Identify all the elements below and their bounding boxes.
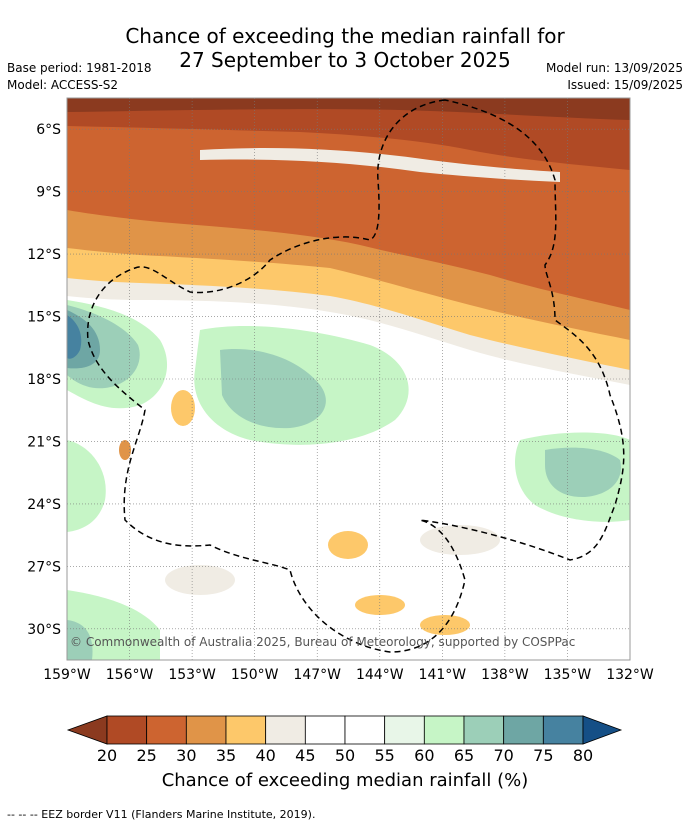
colorbar-swatch — [265, 715, 306, 745]
meta-left: Base period: 1981-2018 Model: ACCESS-S2 — [7, 60, 152, 94]
colorbar-swatch — [542, 715, 584, 745]
colorbar-tick-label: 30 — [176, 746, 197, 765]
lon-label: 147°W — [293, 667, 341, 683]
map-title-line2: 27 September to 3 October 2025 — [179, 48, 511, 72]
band-20-25 — [67, 98, 630, 170]
lon-label: 159°W — [43, 667, 91, 683]
colorbar-tick-label: 50 — [334, 746, 356, 765]
dry-spot-1 — [171, 390, 195, 426]
base-period-label: Base period: 1981-2018 — [7, 61, 152, 75]
colorbar-tick-label: 75 — [533, 746, 554, 765]
meta-right: Model run: 13/09/2025 Issued: 15/09/2025 — [546, 60, 683, 94]
colorbar-swatch — [185, 715, 227, 745]
colorbar-tick-label: 65 — [453, 746, 475, 765]
lon-label: 138°W — [481, 667, 529, 683]
colorbar — [66, 715, 623, 745]
lat-label: 27°S — [27, 559, 61, 575]
model-label: Model: ACCESS-S2 — [7, 78, 119, 92]
colorbar-swatch — [146, 715, 187, 745]
colorbar-swatch — [225, 715, 267, 745]
colorbar-high-arrow — [582, 715, 623, 745]
colorbar-tick-label: 70 — [493, 746, 514, 765]
lat-label: 18°S — [27, 372, 61, 388]
map-frame — [66, 97, 631, 661]
colorbar-tick-label: 80 — [572, 746, 594, 765]
lat-label: 21°S — [27, 434, 61, 450]
dry-spot-4 — [420, 615, 470, 635]
lon-label: 135°W — [544, 667, 592, 683]
colorbar-tick-label: 60 — [414, 746, 435, 765]
map-title-line1: Chance of exceeding the median rainfall … — [125, 24, 565, 48]
lat-label: 12°S — [27, 247, 61, 263]
lon-label: 153°W — [168, 667, 216, 683]
model-run-label: Model run: 13/09/2025 — [545, 61, 683, 75]
lon-label: 156°W — [106, 667, 154, 683]
band-below-20 — [67, 98, 630, 120]
colorbar-low-arrow — [66, 715, 108, 745]
lat-label: 6°S — [36, 122, 61, 138]
map-plot-area — [67, 98, 630, 660]
wet-region-south-core — [67, 620, 93, 660]
lat-label: 15°S — [27, 310, 61, 326]
colorbar-tick-label: 55 — [374, 746, 395, 765]
colorbar-swatch — [384, 715, 425, 745]
colorbar-swatch — [304, 715, 346, 745]
colorbar-swatch — [463, 715, 505, 745]
colorbar-swatch — [423, 715, 465, 745]
eez-footnote: -- -- -- EEZ border V11 (Flanders Marine… — [7, 808, 316, 821]
latitude-labels: 6°S 9°S 12°S 15°S 18°S 21°S 24°S 27°S 30°S — [27, 122, 61, 638]
lat-label: 24°S — [27, 497, 61, 513]
colorbar-title: Chance of exceeding median rainfall (%) — [161, 770, 529, 791]
colorbar-tick-label: 35 — [215, 746, 237, 765]
colorbar-tick-label: 20 — [96, 746, 118, 765]
eez-border — [86, 99, 625, 653]
band-light-stripe — [200, 148, 560, 182]
colorbar-tick-label: 25 — [136, 746, 157, 765]
longitude-labels: 159°W 156°W 153°W 150°W 147°W 144°W 141°W 138°W… — [43, 667, 654, 683]
neutral-spot-2 — [165, 565, 235, 595]
colorbar-swatch — [106, 715, 148, 745]
neutral-spot-1 — [420, 525, 500, 555]
colorbar-swatch — [344, 715, 386, 745]
wet-region-southwest — [67, 440, 106, 532]
lat-label: 30°S — [27, 622, 61, 638]
lon-label: 132°W — [606, 667, 654, 683]
dry-spot-5 — [119, 440, 131, 460]
map-gridlines — [67, 98, 630, 660]
issued-label: Issued: 15/09/2025 — [567, 78, 683, 92]
wet-region-central-core — [220, 349, 326, 429]
lat-label: 9°S — [36, 185, 61, 201]
colorbar-tick-label: 45 — [295, 746, 316, 765]
wet-region-east-core — [545, 447, 621, 498]
lon-label: 144°W — [356, 667, 404, 683]
colorbar-tick-label: 40 — [255, 746, 276, 765]
colorbar-swatch — [503, 715, 544, 745]
wet-region-west-max — [67, 315, 82, 359]
lon-label: 141°W — [419, 667, 467, 683]
map-copyright: © Commonwealth of Australia 2025, Bureau… — [70, 635, 575, 649]
dry-spot-2 — [328, 531, 368, 559]
lon-label: 150°W — [231, 667, 279, 683]
